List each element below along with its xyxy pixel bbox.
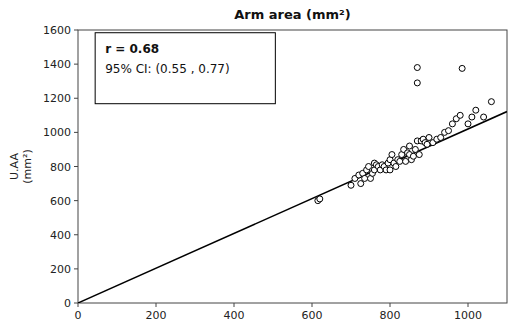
scatter-point xyxy=(457,112,463,118)
scatter-point xyxy=(407,143,413,149)
scatter-point xyxy=(366,164,372,170)
scatter-point xyxy=(393,164,399,170)
y-tick xyxy=(74,30,78,31)
annotation: 95% CI: (0.55 , 0.77) xyxy=(105,62,230,76)
scatter-point xyxy=(488,99,494,105)
x-tick xyxy=(234,303,235,307)
y-tick xyxy=(74,64,78,65)
y-tick xyxy=(74,98,78,99)
scatter-point xyxy=(358,181,364,187)
y-tick-label: 1000 xyxy=(43,126,71,139)
annotation-box xyxy=(95,33,275,104)
scatter-point xyxy=(389,152,395,158)
y-tick xyxy=(74,234,78,235)
scatter-point xyxy=(459,65,465,71)
scatter-point xyxy=(414,65,420,71)
scatter-point xyxy=(449,121,455,127)
scatter-point xyxy=(481,114,487,120)
y-tick-label: 1200 xyxy=(43,92,71,105)
scatter-point xyxy=(473,107,479,113)
x-tick-label: 400 xyxy=(224,309,245,322)
scatter-point xyxy=(348,182,354,188)
scatter-point xyxy=(416,152,422,158)
x-tick-label: 800 xyxy=(380,309,401,322)
x-tick-label: 200 xyxy=(146,309,167,322)
scatter-point xyxy=(410,153,416,159)
y-tick xyxy=(74,303,78,304)
regression-line xyxy=(78,112,507,303)
x-tick xyxy=(156,303,157,307)
x-tick-label: 1000 xyxy=(454,309,482,322)
x-tick-label: 0 xyxy=(75,309,82,322)
y-tick-label: 400 xyxy=(50,229,71,242)
x-tick-label: 600 xyxy=(302,309,323,322)
y-tick xyxy=(74,132,78,133)
x-tick xyxy=(390,303,391,307)
scatter-point xyxy=(469,114,475,120)
scatter-point xyxy=(403,158,409,164)
y-tick-label: 800 xyxy=(50,161,71,174)
y-axis-label: U.AA(mm²) xyxy=(8,149,34,183)
y-tick-label: 1600 xyxy=(43,24,71,37)
y-tick-label: 0 xyxy=(64,297,71,310)
x-tick xyxy=(78,303,79,307)
scatter-point xyxy=(362,175,368,181)
scatter-point xyxy=(387,167,393,173)
y-tick-label: 200 xyxy=(50,263,71,276)
x-tick xyxy=(468,303,469,307)
y-tick-label: 600 xyxy=(50,195,71,208)
y-tick-label: 1400 xyxy=(43,58,71,71)
scatter-point xyxy=(317,196,323,202)
y-tick xyxy=(74,200,78,201)
y-tick xyxy=(74,268,78,269)
chart: 0 200 400 600 800 1000 0 200 400 600 800 1000 1200 14… xyxy=(0,0,523,331)
annotation: r = 0.68 xyxy=(105,42,159,56)
plot-frame xyxy=(78,30,507,303)
scatter-point xyxy=(438,134,444,140)
scatter-point xyxy=(426,134,432,140)
scatter-point xyxy=(424,141,430,147)
x-tick xyxy=(312,303,313,307)
scatter-point xyxy=(414,80,420,86)
scatter-point xyxy=(412,146,418,152)
scatter-point xyxy=(465,121,471,127)
title: Arm area (mm²) xyxy=(234,7,351,22)
y-tick xyxy=(74,166,78,167)
scatter-point xyxy=(446,128,452,134)
scatter-point xyxy=(397,158,403,164)
